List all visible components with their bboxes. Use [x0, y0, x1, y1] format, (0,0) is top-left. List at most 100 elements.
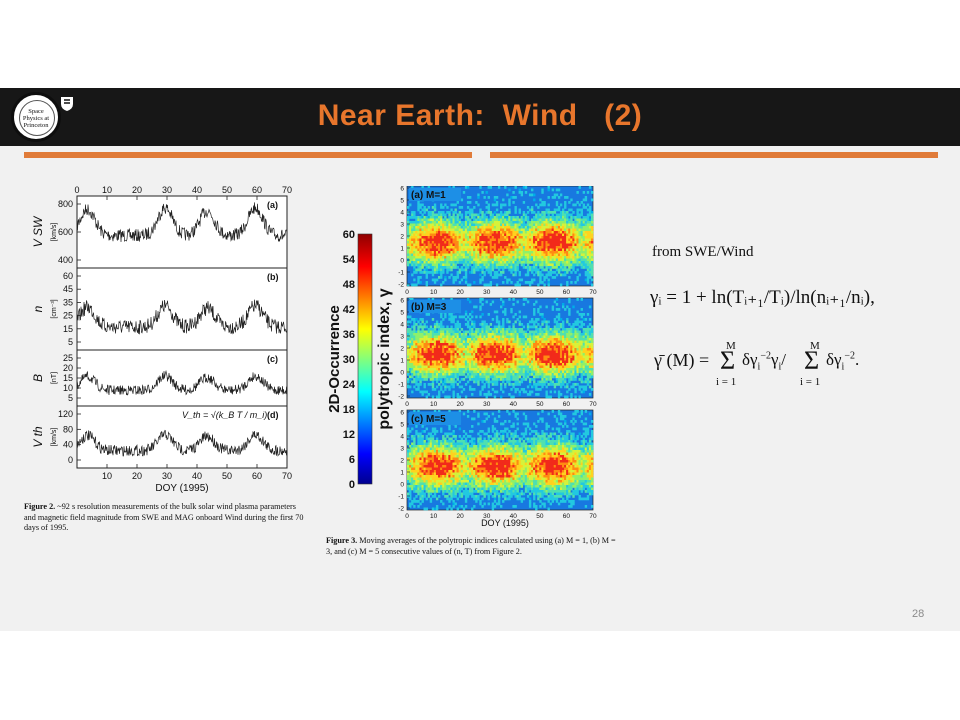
heatmap-ytick: 1: [400, 470, 404, 477]
fig2-panel-tag: (d): [267, 410, 279, 420]
heatmap-ytick: -1: [398, 270, 404, 277]
heatmap-xtick: 70: [589, 289, 597, 296]
fig2-bottom-tick: 70: [282, 471, 292, 481]
fig2-trace: [76, 369, 288, 396]
heatmap-ytick: 0: [400, 482, 404, 489]
heatmap-panel-tag: (b) M=3: [411, 302, 447, 313]
fig2-yunit: [km/s]: [51, 428, 58, 447]
heatmap-ytick: 1: [400, 246, 404, 253]
heatmap-panel-tag: (a) M=1: [411, 190, 446, 201]
sum-1: M: [726, 340, 736, 352]
heatmap-xtick: 20: [457, 289, 465, 296]
heatmap-xtick: 70: [589, 513, 597, 520]
fig2-bottom-tick: 40: [192, 471, 202, 481]
fig2-ytick: 5: [68, 337, 73, 347]
heatmap-ytick: 4: [400, 210, 404, 217]
heatmap-ytick: 2: [400, 346, 404, 353]
sum-2-lower: i = 1: [800, 376, 821, 388]
fig2-top-tick: 60: [252, 186, 262, 195]
heatmap-xtick: 40: [510, 401, 518, 408]
sum-2-symbol: Σ: [804, 346, 820, 375]
heatmap-ytick: 2: [400, 234, 404, 241]
fig2-ylabel: V SW: [31, 215, 45, 247]
fig2-ytick: 40: [63, 440, 73, 450]
fig2-xlabel: DOY (1995): [155, 483, 208, 494]
fig2-ylabel: V th: [31, 426, 45, 448]
shield-icon: [61, 97, 73, 111]
heatmap-ytick: 1: [400, 358, 404, 365]
fig2-panel-tag: (a): [267, 200, 278, 210]
figure-2-caption: Figure 2. ~92 s resolution measurements …: [24, 502, 306, 534]
fig2-top-tick: 0: [74, 186, 79, 195]
heatmap-xtick: 10: [430, 289, 438, 296]
heatmap-ytick: -1: [398, 494, 404, 501]
fig2-panel-tag: (c): [267, 354, 278, 364]
figure-2: 0 10 20 30 40 50 60 70 10 20 30 40 50 60 70 800600400…: [31, 186, 292, 494]
fig2-ytick: 0: [68, 455, 73, 465]
figure-2-label: Figure 2.: [24, 502, 56, 511]
heatmap-xtick: 60: [563, 401, 571, 408]
title-rule-right: [490, 152, 938, 158]
heatmap-panel-tag: (c) M=5: [411, 414, 446, 425]
fig2-ytick: 800: [58, 199, 73, 209]
heatmap-xtick: 30: [483, 513, 491, 520]
fig2-ylabel: B: [31, 374, 45, 382]
fig2-trace: [76, 429, 288, 457]
heatmap-ytick: 0: [400, 370, 404, 377]
colorbar-tick: 6: [349, 454, 355, 466]
heatmap-xtick: 10: [430, 513, 438, 520]
princeton-logo: Space Physics at Princeton: [11, 92, 61, 142]
colorbar-tick: 18: [343, 404, 355, 416]
sum-1-symbol: Σ: [720, 346, 736, 375]
gamma-bar-lhs: γ̄ (M) =: [654, 350, 710, 370]
fig2-ytick: 15: [63, 373, 73, 383]
slide: Space Physics at Princeton Near Earth: W…: [0, 88, 960, 631]
fig2-top-tick: 30: [162, 186, 172, 195]
heatmap-ytick: 2: [400, 458, 404, 465]
sum-1-body: δγi−2γi/: [742, 350, 786, 373]
figure-3-caption-text: Moving averages of the polytropic indice…: [326, 536, 616, 556]
figure-3-caption: Figure 3. Moving averages of the polytro…: [326, 536, 616, 557]
heatmap-xtick: 50: [536, 401, 544, 408]
heatmap-xtick: 20: [457, 513, 465, 520]
heatmap-ytick: 5: [400, 198, 404, 205]
title-rule-left: [24, 152, 472, 158]
fig2-panel-tag: (b): [267, 272, 279, 282]
colorbar-tick: 36: [343, 329, 355, 341]
heatmap-xtick: 0: [405, 513, 409, 520]
fig2-trace: [76, 299, 288, 335]
slide-title: Near Earth: Wind (2): [317, 99, 643, 132]
heatmap-xtick: 10: [430, 401, 438, 408]
fig2-yunit: [cm⁻³]: [51, 299, 58, 318]
colorbar-tick: 0: [349, 479, 355, 491]
heatmap-xtick: 30: [483, 289, 491, 296]
colorbar-tick: 48: [343, 279, 355, 291]
heatmap-ytick: -2: [398, 506, 404, 513]
heatmap-ytick: -2: [398, 394, 404, 401]
fig2-ytick: 60: [63, 271, 73, 281]
page-number: 28: [912, 608, 925, 620]
gamma-i-equation: γᵢ = 1 + ln(Tᵢ₊₁/Tᵢ)/ln(nᵢ₊₁/nᵢ),: [650, 287, 875, 308]
colorbar-label: 2D-Occurrence: [326, 305, 343, 413]
fig2-ytick: 20: [63, 363, 73, 373]
fig2-ytick: 45: [63, 284, 73, 294]
colorbar: [357, 233, 373, 485]
fig2-bottom-tick: 50: [222, 471, 232, 481]
heatmap-ytick: 3: [400, 222, 404, 229]
fig2-top-tick: 50: [222, 186, 232, 195]
fig2-ytick: 35: [63, 297, 73, 307]
heatmap-ytick: 4: [400, 322, 404, 329]
heatmap-xtick: 60: [563, 513, 571, 520]
fig2-bottom-tick: 30: [162, 471, 172, 481]
heatmap-xtick: 50: [536, 513, 544, 520]
fig2-top-tick: 40: [192, 186, 202, 195]
fig2-ytick: 25: [63, 353, 73, 363]
colorbar-tick: 24: [343, 379, 356, 391]
fig2-ytick: 400: [58, 255, 73, 265]
heatmap-ytick: 6: [400, 298, 404, 305]
heatmap-xtick: 70: [589, 401, 597, 408]
fig2-trace: [76, 202, 288, 243]
fig2-bottom-tick: 60: [252, 471, 262, 481]
